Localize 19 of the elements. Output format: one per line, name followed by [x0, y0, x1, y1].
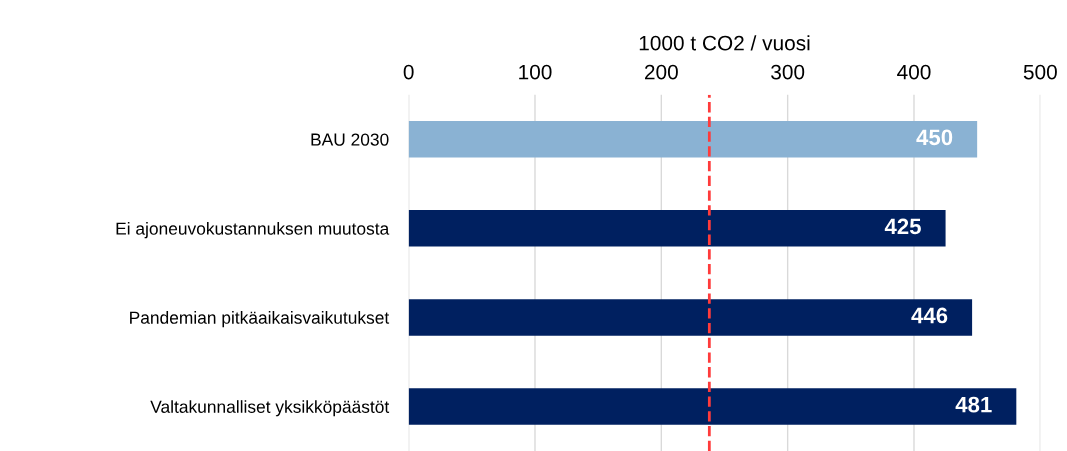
x-tick-label: 100 [519, 64, 552, 80]
x-axis-title: 1000 t CO2 / vuosi [639, 35, 810, 51]
x-tick-label: 200 [645, 64, 678, 80]
bar [408, 210, 946, 247]
data-label: 446 [911, 307, 948, 324]
bar [408, 299, 973, 336]
bar [408, 388, 1017, 425]
y-tick-label: Valtakunnalliset yksikköpäästöt [150, 400, 390, 417]
y-tick-label: Ei ajoneuvokustannuksen muutosta [116, 222, 390, 239]
data-label: 450 [916, 129, 953, 146]
data-label: 481 [955, 396, 992, 413]
x-tick-label: 500 [1023, 64, 1057, 80]
x-tick-label: 400 [897, 64, 931, 80]
y-tick-label: Pandemian pitkäaikaisvaikutukset [130, 311, 390, 328]
x-tick-label: 300 [771, 64, 805, 80]
y-tick-label: BAU 2030 [311, 133, 389, 146]
data-label: 425 [884, 218, 921, 235]
bar [408, 120, 978, 158]
x-tick-label: 0 [403, 64, 414, 80]
